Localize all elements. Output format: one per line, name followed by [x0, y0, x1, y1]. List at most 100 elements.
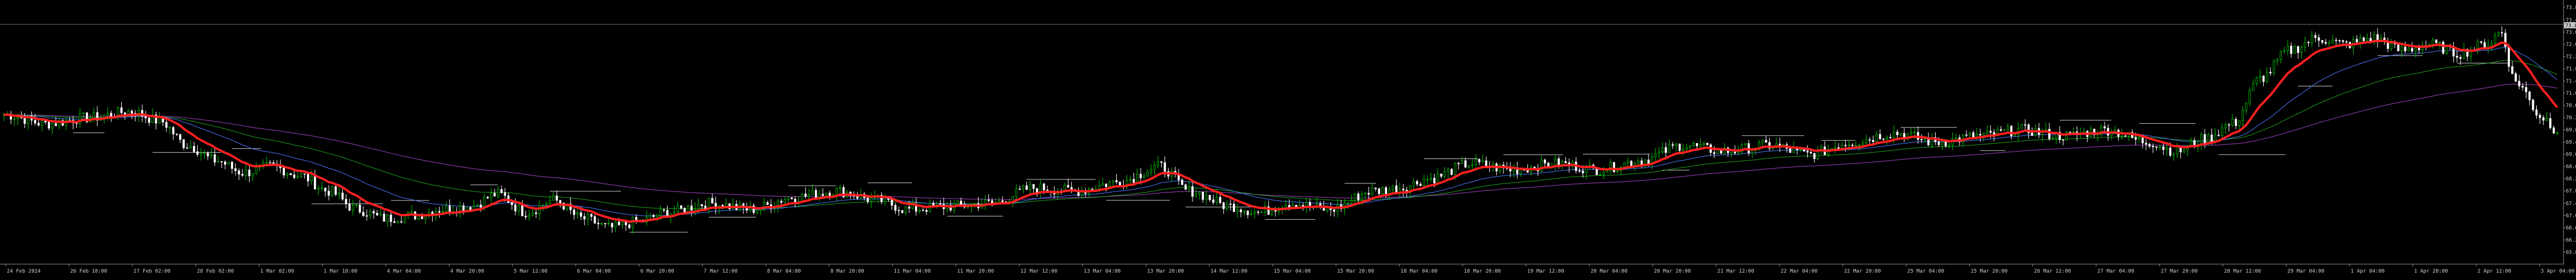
- candle-body[interactable]: [251, 173, 254, 177]
- candle-body[interactable]: [514, 204, 517, 212]
- candle-body[interactable]: [531, 212, 534, 216]
- candle-body[interactable]: [2069, 132, 2072, 133]
- candle-body[interactable]: [2010, 126, 2012, 136]
- candle-body[interactable]: [2359, 37, 2362, 43]
- candle-body[interactable]: [997, 200, 1000, 203]
- candle-body[interactable]: [1423, 179, 1426, 186]
- candle-body[interactable]: [784, 199, 786, 203]
- candle-body[interactable]: [1543, 160, 1546, 164]
- candle-body[interactable]: [1243, 210, 1246, 212]
- candle-body[interactable]: [2276, 59, 2279, 62]
- candle-body[interactable]: [1654, 153, 1657, 157]
- candle-body[interactable]: [1042, 183, 1045, 190]
- candle-body[interactable]: [1233, 203, 1235, 212]
- candle-body[interactable]: [203, 153, 206, 154]
- candle-body[interactable]: [1426, 179, 1429, 181]
- candle-body[interactable]: [1461, 160, 1463, 164]
- candle-body[interactable]: [1613, 162, 1616, 172]
- candle-body[interactable]: [369, 211, 371, 216]
- candle-body[interactable]: [1699, 144, 1702, 147]
- candle-body[interactable]: [96, 112, 98, 121]
- candle-body[interactable]: [238, 170, 241, 175]
- candle-body[interactable]: [390, 214, 392, 222]
- candle-body[interactable]: [1948, 144, 1950, 147]
- candle-body[interactable]: [172, 127, 175, 135]
- candle-body[interactable]: [1861, 143, 1864, 145]
- candle-body[interactable]: [1899, 133, 1902, 135]
- candle-body[interactable]: [1941, 141, 1944, 145]
- candlestick-series[interactable]: [3, 26, 2558, 234]
- candle-body[interactable]: [2504, 32, 2507, 47]
- candle-body[interactable]: [130, 111, 133, 114]
- candle-body[interactable]: [1734, 152, 1736, 153]
- candle-body[interactable]: [289, 173, 292, 175]
- candle-body[interactable]: [628, 224, 631, 228]
- candle-body[interactable]: [2515, 73, 2517, 82]
- candle-body[interactable]: [1803, 149, 1805, 152]
- candle-body[interactable]: [1001, 200, 1004, 202]
- candle-body[interactable]: [1360, 193, 1363, 200]
- candle-body[interactable]: [804, 194, 807, 197]
- candle-body[interactable]: [1101, 183, 1104, 186]
- candle-body[interactable]: [1896, 131, 1899, 135]
- candle-body[interactable]: [486, 197, 489, 199]
- candle-body[interactable]: [556, 195, 558, 201]
- candle-body[interactable]: [659, 209, 662, 216]
- candle-body[interactable]: [1641, 160, 1643, 165]
- candle-body[interactable]: [1143, 175, 1145, 178]
- candle-body[interactable]: [2438, 41, 2441, 43]
- candle-body[interactable]: [1181, 179, 1183, 185]
- candle-body[interactable]: [93, 112, 95, 119]
- candle-body[interactable]: [787, 197, 790, 200]
- candle-body[interactable]: [479, 204, 482, 208]
- candle-body[interactable]: [2162, 146, 2165, 150]
- candle-body[interactable]: [1889, 137, 1892, 139]
- candle-body[interactable]: [2500, 32, 2503, 34]
- candle-body[interactable]: [1682, 149, 1684, 151]
- candle-body[interactable]: [2065, 132, 2068, 140]
- candle-body[interactable]: [925, 210, 928, 212]
- candle-body[interactable]: [517, 205, 520, 212]
- candle-body[interactable]: [880, 195, 883, 202]
- candle-body[interactable]: [2549, 118, 2552, 128]
- candle-body[interactable]: [1163, 162, 1166, 172]
- candle-body[interactable]: [1999, 129, 2002, 131]
- candle-body[interactable]: [1737, 151, 1740, 153]
- candle-body[interactable]: [2407, 48, 2410, 52]
- candle-body[interactable]: [1547, 162, 1550, 167]
- candle-body[interactable]: [2528, 91, 2531, 101]
- candle-body[interactable]: [1150, 169, 1153, 173]
- candle-body[interactable]: [2266, 72, 2268, 82]
- candle-body[interactable]: [549, 200, 551, 204]
- candle-body[interactable]: [763, 202, 765, 209]
- candle-body[interactable]: [594, 216, 596, 224]
- candle-body[interactable]: [922, 210, 925, 211]
- candle-body[interactable]: [1692, 143, 1695, 146]
- candle-body[interactable]: [894, 205, 897, 211]
- candle-body[interactable]: [1675, 143, 1678, 146]
- candle-body[interactable]: [2490, 43, 2493, 47]
- candle-body[interactable]: [1270, 210, 1273, 215]
- candle-body[interactable]: [141, 110, 143, 117]
- candle-body[interactable]: [1944, 141, 1947, 147]
- candle-body[interactable]: [1157, 161, 1159, 166]
- candle-body[interactable]: [1464, 160, 1467, 168]
- candle-body[interactable]: [241, 174, 244, 176]
- candle-body[interactable]: [355, 204, 358, 206]
- candle-body[interactable]: [300, 173, 303, 177]
- candle-body[interactable]: [2331, 40, 2334, 43]
- candle-body[interactable]: [1070, 187, 1073, 190]
- candle-body[interactable]: [1368, 193, 1370, 195]
- candle-body[interactable]: [34, 120, 36, 124]
- candle-body[interactable]: [1225, 203, 1228, 209]
- candle-body[interactable]: [2172, 153, 2175, 156]
- candle-body[interactable]: [165, 122, 168, 128]
- candle-body[interactable]: [521, 205, 524, 216]
- candle-body[interactable]: [538, 205, 541, 214]
- candle-body[interactable]: [586, 214, 589, 220]
- candle-body[interactable]: [1191, 186, 1194, 197]
- candle-body[interactable]: [1012, 196, 1014, 202]
- candle-body[interactable]: [2324, 42, 2327, 44]
- candle-body[interactable]: [217, 161, 220, 163]
- candle-body[interactable]: [148, 118, 151, 123]
